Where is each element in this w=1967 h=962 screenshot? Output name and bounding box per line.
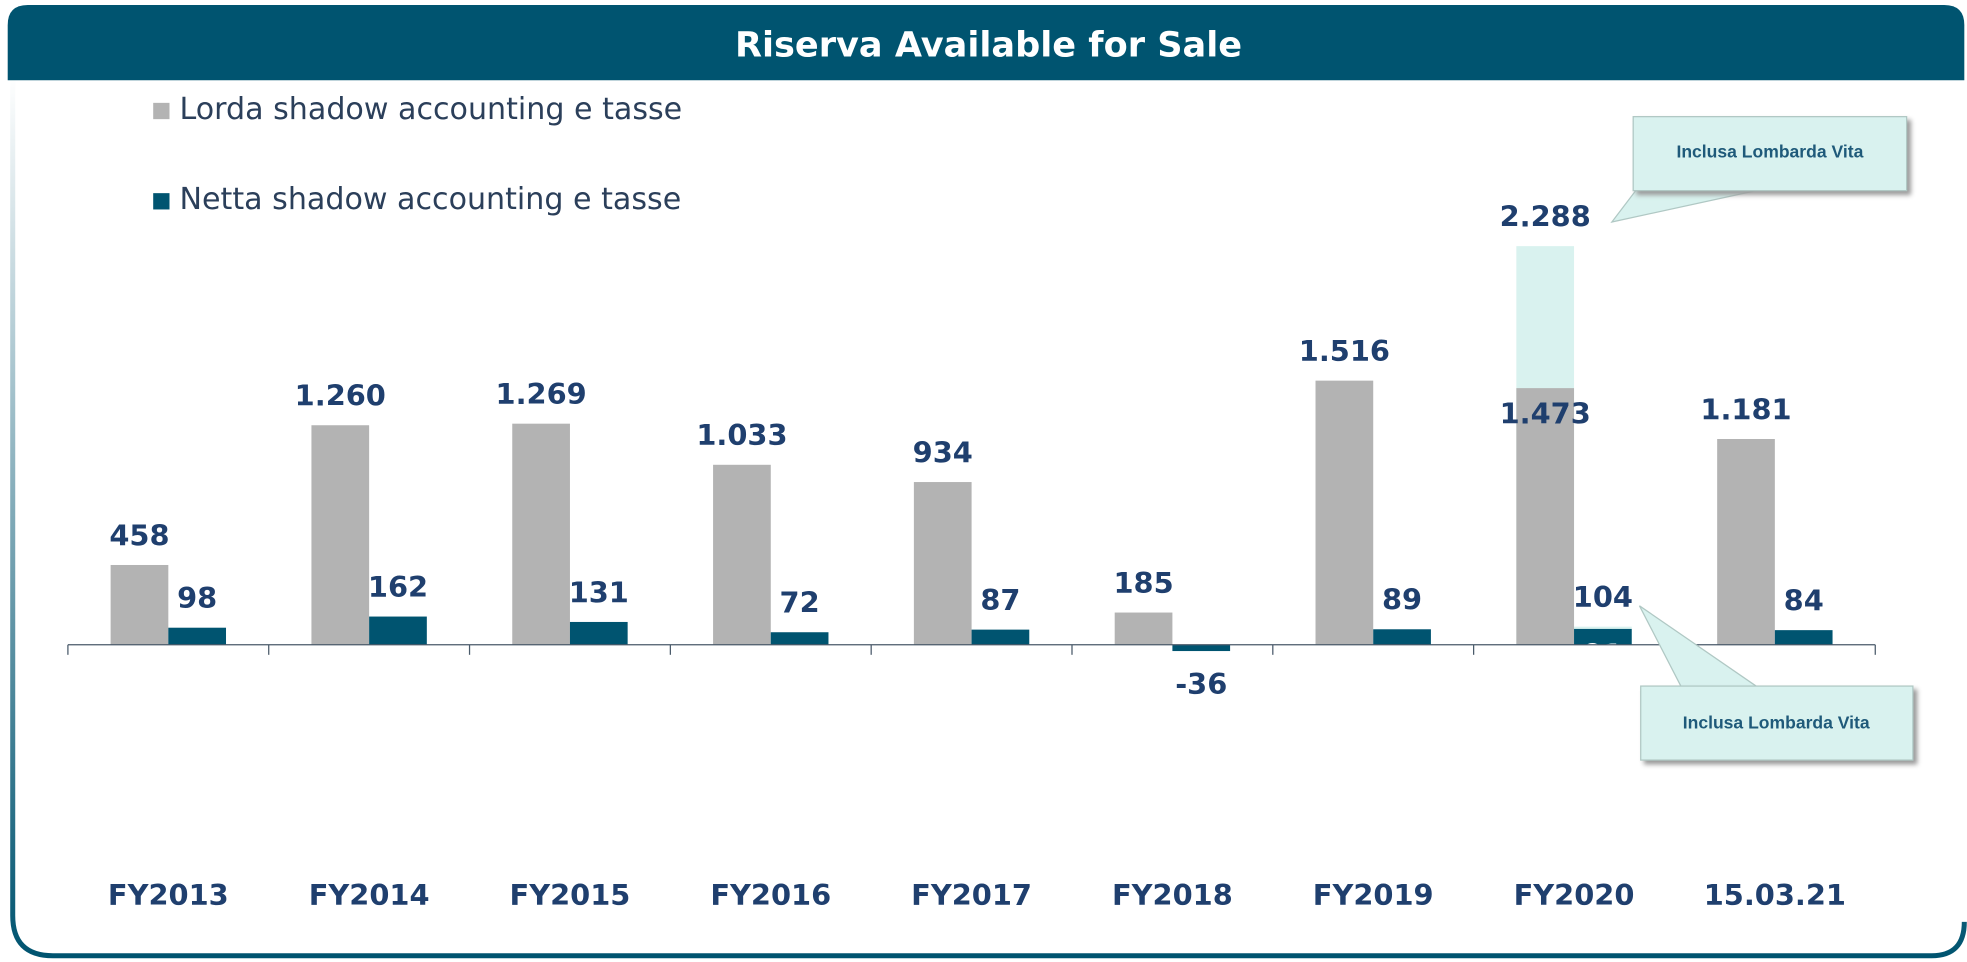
value-label: 185: [1113, 566, 1173, 600]
bar: [770, 632, 829, 645]
bar: [1516, 388, 1575, 645]
x-tick-label: FY2014: [309, 878, 430, 912]
bar: [913, 482, 972, 645]
x-tick-label: FY2019: [1313, 878, 1434, 912]
x-tick-label: FY2016: [710, 878, 831, 912]
value-label: 162: [368, 570, 428, 604]
callout-box: [1640, 685, 1914, 761]
x-tick-label: FY2018: [1112, 878, 1233, 912]
bar: [110, 564, 169, 645]
legend-swatch: [153, 102, 170, 120]
legend-label: Lorda shadow accounting e tasse: [180, 92, 683, 127]
bar: [512, 423, 570, 645]
title-bar: [7, 5, 1965, 81]
x-tick-label: 15.03.21: [1704, 878, 1846, 912]
x-tick-label: FY2020: [1514, 878, 1635, 912]
bar: [1717, 439, 1775, 645]
value-label: 89: [1382, 583, 1422, 617]
x-tick-label: FY2013: [108, 878, 229, 912]
bar: [713, 464, 771, 645]
legend-label: Netta shadow accounting e tasse: [180, 182, 682, 217]
legend-swatch: [153, 193, 170, 210]
value-label: 1.269: [496, 377, 587, 411]
value-label: 1.033: [696, 418, 787, 452]
value-label: 458: [109, 518, 169, 552]
value-label: -36: [1175, 667, 1227, 701]
value-label: 98: [177, 581, 217, 615]
value-label: 91: [1583, 638, 1623, 672]
bar: [1172, 644, 1231, 652]
value-label: 72: [780, 586, 820, 620]
x-tick-label: FY2017: [911, 878, 1032, 912]
x-tick-label: FY2015: [510, 878, 631, 912]
value-label: 104: [1573, 580, 1633, 614]
value-label: 1.181: [1700, 392, 1791, 426]
chart-title: Riserva Available for Sale: [735, 24, 1242, 65]
value-label: 87: [980, 583, 1020, 617]
bar: [569, 621, 628, 645]
callout-text: Inclusa Lombarda Vita: [1676, 142, 1863, 162]
callout-pointer: [1610, 190, 1757, 223]
value-label: 934: [913, 435, 973, 469]
bar: [1114, 612, 1173, 645]
bar: [1774, 630, 1833, 645]
callouts: Inclusa Lombarda Vita Inclusa Lombarda V…: [1610, 116, 1914, 761]
bar: [971, 629, 1030, 645]
bar: [1373, 629, 1431, 645]
bar: [369, 616, 427, 645]
value-label: 2.288: [1500, 200, 1591, 234]
value-label: 131: [569, 575, 629, 609]
bar: [1315, 380, 1374, 645]
bar: [311, 425, 370, 645]
bar: [1574, 628, 1632, 645]
callout-box: [1632, 116, 1908, 192]
value-label: 1.473: [1500, 397, 1591, 431]
value-label: 1.516: [1299, 334, 1390, 368]
bar: [168, 627, 227, 645]
callout-text: Inclusa Lombarda Vita: [1683, 712, 1870, 732]
value-label: 1.260: [295, 379, 386, 413]
value-label: 84: [1784, 584, 1824, 618]
frame: [10, 75, 1967, 959]
